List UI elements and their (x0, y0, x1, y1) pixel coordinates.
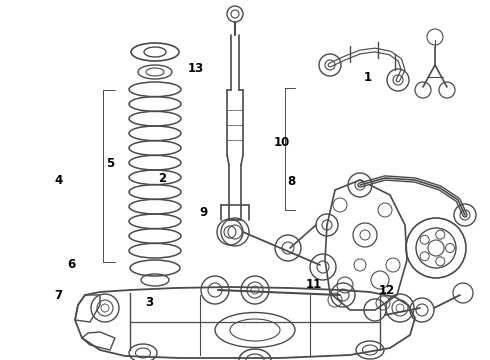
Text: 10: 10 (273, 136, 290, 149)
Text: 7: 7 (55, 289, 63, 302)
Text: 6: 6 (67, 258, 75, 271)
Text: 8: 8 (288, 175, 295, 188)
Text: 2: 2 (158, 172, 166, 185)
Text: 5: 5 (106, 157, 114, 170)
Text: 12: 12 (379, 284, 395, 297)
Text: 11: 11 (305, 278, 322, 291)
Text: 4: 4 (55, 174, 63, 186)
Text: 3: 3 (146, 296, 153, 309)
Text: 9: 9 (199, 206, 207, 219)
Text: 13: 13 (188, 62, 204, 75)
Text: 1: 1 (364, 71, 371, 84)
